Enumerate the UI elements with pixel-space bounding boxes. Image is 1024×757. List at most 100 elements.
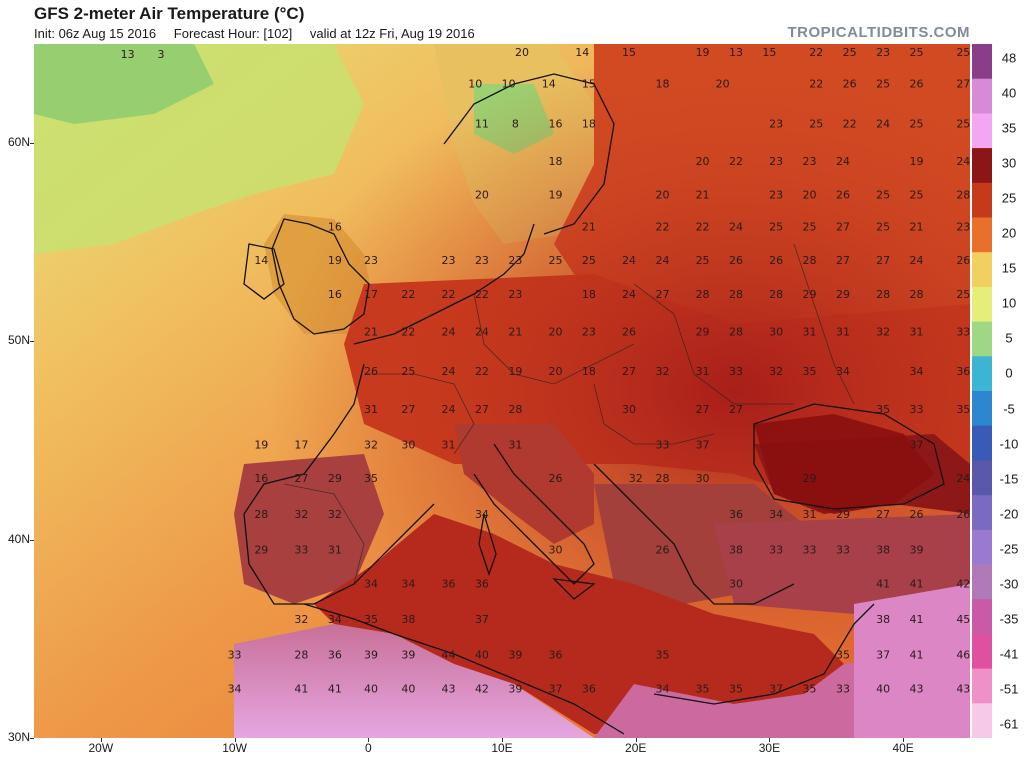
temperature-label: 21 <box>910 220 924 233</box>
temperature-label: 27 <box>696 403 710 416</box>
colorbar-segment <box>972 148 992 184</box>
temperature-label: 36 <box>475 577 489 590</box>
colorbar-label: -35 <box>999 611 1019 627</box>
temperature-label: 15 <box>582 78 596 91</box>
temperature-label: 31 <box>910 325 924 338</box>
temperature-label: 34 <box>836 365 850 378</box>
temperature-label: 22 <box>843 117 857 130</box>
temperature-label: 17 <box>364 288 378 301</box>
longitude-tick <box>502 738 503 742</box>
temperature-label: 23 <box>475 254 489 267</box>
temperature-label: 41 <box>910 613 924 626</box>
temperature-label: 37 <box>475 613 489 626</box>
temperature-label: 24 <box>956 472 970 485</box>
longitude-label: 30E <box>758 741 781 755</box>
temperature-label: 22 <box>442 288 456 301</box>
temperature-label: 16 <box>328 220 342 233</box>
temperature-label: 30 <box>622 403 636 416</box>
temperature-label: 26 <box>622 325 636 338</box>
temperature-label: 21 <box>696 189 710 202</box>
temperature-label: 10 <box>502 78 516 91</box>
temperature-label: 32 <box>294 508 308 521</box>
temperature-label: 37 <box>876 649 890 662</box>
temperature-label: 27 <box>836 220 850 233</box>
temperature-label: 24 <box>910 254 924 267</box>
temperature-label: 24 <box>876 117 890 130</box>
colorbar-segment <box>972 182 992 218</box>
temperature-label: 25 <box>956 46 970 59</box>
temperature-label: 26 <box>843 78 857 91</box>
temperature-label: 26 <box>364 365 378 378</box>
temperature-label: 36 <box>956 365 970 378</box>
temperature-label: 26 <box>910 78 924 91</box>
temperature-label: 24 <box>442 365 456 378</box>
colorbar-label: 40 <box>1001 85 1017 101</box>
temperature-label: 25 <box>696 254 710 267</box>
temperature-label: 34 <box>910 365 924 378</box>
temperature-label: 30 <box>401 439 415 452</box>
temperature-label: 17 <box>294 439 308 452</box>
temperature-label: 25 <box>876 189 890 202</box>
colorbar-segment <box>972 44 992 80</box>
temperature-label: 22 <box>401 288 415 301</box>
temperature-label: 8 <box>512 117 519 130</box>
colorbar-label: -61 <box>999 716 1019 732</box>
temperature-label: 20 <box>548 365 562 378</box>
temperature-label: 23 <box>803 155 817 168</box>
forecast-hour: Forecast Hour: [102] <box>173 26 293 41</box>
temperature-label: 14 <box>254 254 268 267</box>
temperature-label: 34 <box>228 682 242 695</box>
temperature-label: 34 <box>769 508 783 521</box>
temperature-label: 22 <box>475 365 489 378</box>
temperature-label: 43 <box>910 682 924 695</box>
colorbar-label: -15 <box>999 471 1019 487</box>
temperature-label: 33 <box>769 544 783 557</box>
longitude-tick <box>635 738 637 742</box>
temperature-label: 29 <box>836 288 850 301</box>
temperature-label: 19 <box>696 46 710 59</box>
mediterranean-sea <box>314 414 934 734</box>
colorbar-label: 30 <box>1001 155 1017 171</box>
temperature-label: 24 <box>475 325 489 338</box>
temperature-label: 26 <box>836 189 850 202</box>
temperature-label: 18 <box>582 365 596 378</box>
colorbar-segment <box>972 633 992 670</box>
longitude-label: 20W <box>88 741 114 755</box>
temperature-label: 25 <box>910 117 924 130</box>
colorbar-segment <box>972 495 992 531</box>
temperature-label: 24 <box>442 325 456 338</box>
temperature-label: 19 <box>254 439 268 452</box>
temperature-label: 26 <box>729 254 743 267</box>
colorbar-segment <box>972 356 992 392</box>
temperature-label: 32 <box>769 365 783 378</box>
temperature-label: 35 <box>655 649 669 662</box>
temperature-label: 22 <box>696 220 710 233</box>
temperature-label: 20 <box>716 78 730 91</box>
colorbar-label: -20 <box>999 506 1019 522</box>
colorbar-segment <box>972 321 992 357</box>
temperature-label: 18 <box>582 288 596 301</box>
temperature-label: 35 <box>729 682 743 695</box>
colorbar-label: 0 <box>1005 365 1013 381</box>
temperature-label: 39 <box>508 649 522 662</box>
temperature-label: 28 <box>769 288 783 301</box>
temperature-label: 15 <box>762 46 776 59</box>
temperature-label: 25 <box>910 189 924 202</box>
temperature-label: 32 <box>294 613 308 626</box>
temperature-label: 27 <box>836 254 850 267</box>
temperature-label: 31 <box>803 508 817 521</box>
temperature-label: 24 <box>622 254 636 267</box>
temperature-label: 23 <box>769 155 783 168</box>
temperature-label: 24 <box>836 155 850 168</box>
temperature-label: 25 <box>843 46 857 59</box>
temperature-label: 27 <box>729 403 743 416</box>
colorbar-segment <box>972 217 992 253</box>
temperature-label: 42 <box>956 577 970 590</box>
temperature-label: 27 <box>876 508 890 521</box>
colorbar-label: 10 <box>1001 295 1017 311</box>
temperature-label: 24 <box>956 155 970 168</box>
subtitle: Init: 06z Aug 15 2016 Forecast Hour: [10… <box>34 26 489 41</box>
temperature-label: 40 <box>401 682 415 695</box>
country-borders <box>283 243 855 585</box>
temperature-labels: 13 3 20 14 15 19 13 15 22 25 23 25 25 10 10 14 15 18 20 22 2… <box>121 46 970 695</box>
